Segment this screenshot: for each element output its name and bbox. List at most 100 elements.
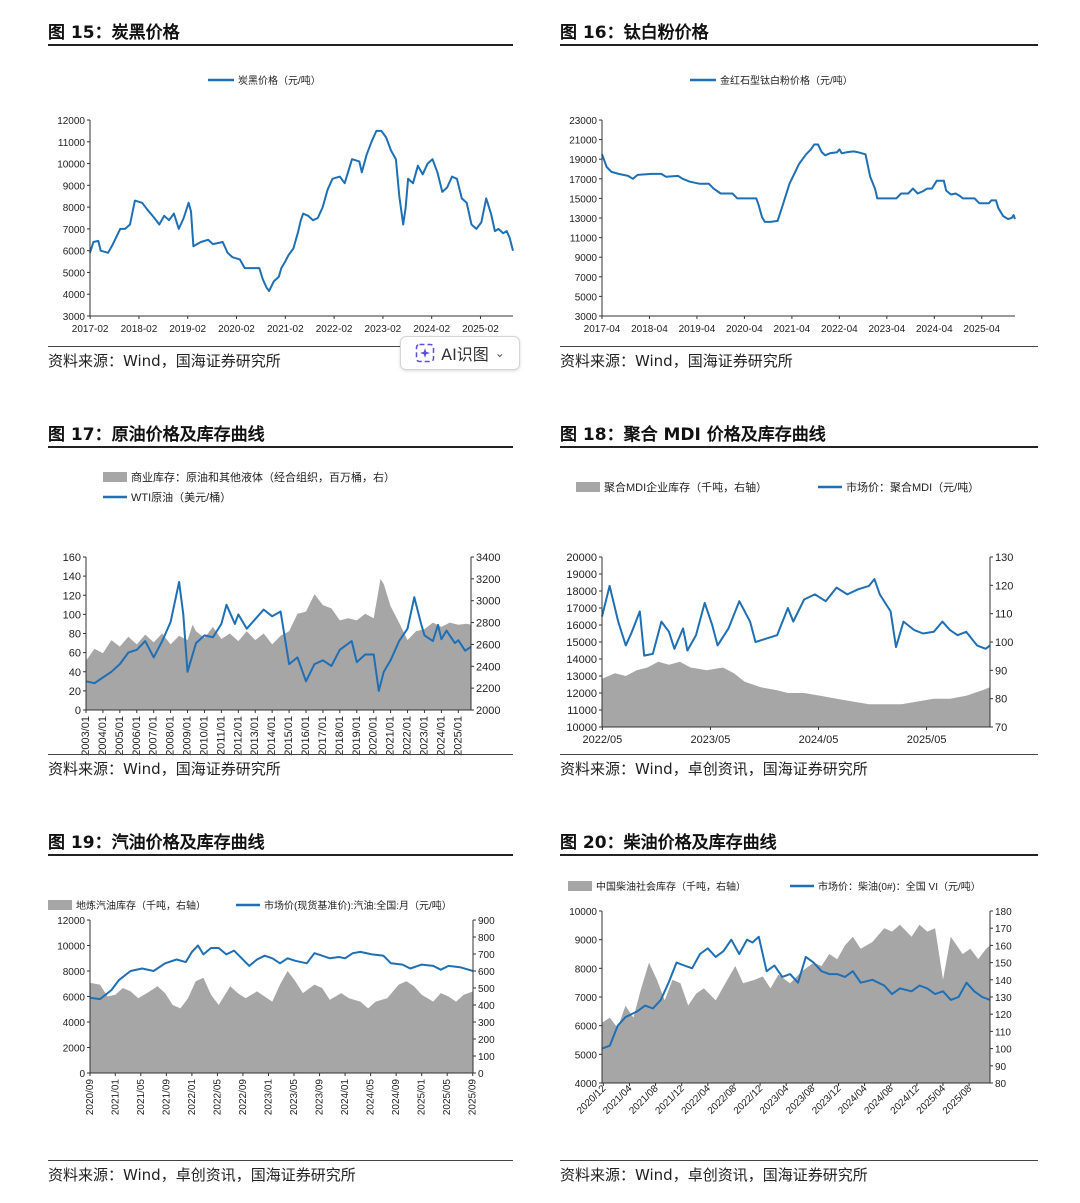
y-tick-label-right: 300 [478, 1018, 495, 1029]
x-tick-label: 2010/01 [198, 716, 210, 756]
legend-area-label: 聚合MDI企业库存（千吨，右轴） [604, 480, 767, 494]
y-tick-label-right: 120 [995, 580, 1013, 592]
legend-area-label: 中国柴油社会库存（千吨，右轴） [596, 880, 746, 893]
x-tick-label: 2019-02 [169, 324, 206, 335]
chevron-down-icon: ⌄ [494, 346, 505, 360]
y-tick-label-right: 100 [995, 637, 1013, 649]
y-tick-label-right: 110 [995, 1027, 1011, 1038]
y-tick-label-right: 100 [478, 1052, 495, 1063]
y-tick-label-left: 13000 [566, 671, 597, 683]
y-tick-label-right: 2400 [476, 661, 500, 673]
y-tick-label-right: 130 [995, 552, 1013, 564]
legend-area-swatch [576, 482, 600, 492]
x-tick-label: 2025-04 [963, 324, 1000, 335]
y-tick-label-left: 80 [69, 629, 81, 641]
y-tick-label-left: 11000 [570, 234, 598, 245]
y-tick-label-left: 23000 [569, 116, 597, 127]
x-tick-label: 2020-02 [218, 324, 255, 335]
y-tick-label-right: 900 [478, 916, 495, 927]
x-tick-label: 2025/08 [941, 1083, 975, 1117]
chart-title: 图 17：原油价格及库存曲线 [48, 425, 265, 445]
title-divider [48, 446, 513, 448]
source-divider [48, 1160, 513, 1161]
y-tick-label-right: 140 [995, 976, 1012, 987]
x-tick-label: 2007/01 [148, 716, 160, 756]
x-tick-label: 2021/05 [136, 1079, 147, 1116]
y-tick-label-right: 90 [995, 665, 1007, 677]
y-tick-label-right: 110 [995, 609, 1013, 621]
y-tick-label-left: 20 [69, 686, 81, 698]
ai-recognize-button[interactable]: AI识图 ⌄ [400, 336, 520, 370]
y-tick-label-left: 3000 [575, 312, 598, 323]
x-tick-label: 2004/01 [97, 716, 109, 756]
source-divider [560, 1160, 1038, 1161]
chart-c16: 金红石型钛白粉价格（元/吨） 3000 5000 7000 9000 11000 13000… [569, 74, 1016, 335]
y-tick-label-left: 2000 [63, 1044, 86, 1055]
chart-c15: 炭黑价格（元/吨） 3000 4000 5000 6000 7000 8000 9000 100… [57, 74, 514, 335]
price-line-series [601, 578, 991, 657]
legend-area-swatch [103, 472, 127, 482]
source-divider [48, 754, 513, 755]
x-tick-label: 2022-04 [821, 324, 858, 335]
y-tick-label-right: 170 [995, 924, 1012, 935]
y-tick-label-left: 140 [63, 571, 81, 583]
inventory-area-series [602, 661, 990, 727]
chart-title: 图 20：柴油价格及库存曲线 [560, 833, 777, 853]
x-tick-label: 2025/01 [417, 1079, 428, 1116]
y-tick-label-left: 13000 [569, 214, 597, 225]
x-tick-label: 2008/01 [165, 716, 177, 756]
x-tick-label: 2022/01 [402, 716, 414, 756]
y-tick-label-right: 3000 [476, 596, 500, 608]
x-tick-label: 2025/09 [468, 1079, 479, 1116]
y-tick-label-right: 500 [478, 984, 495, 995]
price-line-series [85, 580, 472, 692]
y-tick-label-left: 0 [79, 1069, 85, 1080]
x-tick-label: 2025/05 [442, 1079, 453, 1116]
y-tick-label-right: 400 [478, 1001, 495, 1012]
y-tick-label-left: 60 [69, 648, 81, 660]
y-tick-label-left: 5000 [575, 292, 598, 303]
chart-title: 图 19：汽油价格及库存曲线 [48, 833, 265, 853]
y-tick-label-left: 9000 [575, 253, 598, 264]
y-tick-label-right: 0 [478, 1069, 484, 1080]
y-tick-label-left: 11000 [567, 705, 597, 717]
y-tick-label-right: 90 [995, 1062, 1007, 1073]
title-divider [48, 854, 513, 856]
y-tick-label-left: 12000 [57, 916, 85, 927]
chart-source: 资料来源：Wind，卓创资讯，国海证券研究所 [560, 760, 868, 778]
y-tick-label-left: 18000 [566, 586, 597, 598]
price-line-series [601, 935, 991, 1050]
y-tick-label-right: 70 [995, 722, 1007, 734]
inventory-area-series [602, 924, 990, 1083]
chart-panel-18: 图 18：聚合 MDI 价格及库存曲线 聚合MDI企业库存（千吨，右轴） 市场价：… [560, 420, 1072, 790]
price-line-series [89, 129, 514, 292]
y-tick-label-right: 160 [995, 941, 1012, 952]
x-tick-label: 2011/01 [215, 716, 227, 755]
source-divider [560, 346, 1038, 347]
x-tick-label: 2019-04 [679, 324, 716, 335]
y-tick-label-left: 16000 [566, 620, 597, 632]
x-tick-label: 2020/09 [85, 1079, 96, 1116]
y-tick-label-left: 12000 [57, 116, 85, 127]
y-tick-label-right: 80 [995, 1079, 1007, 1090]
x-tick-label: 2022/05 [212, 1079, 223, 1116]
legend-line-label: 金红石型钛白粉价格（元/吨） [720, 74, 853, 87]
x-tick-label: 2020-04 [726, 324, 763, 335]
x-tick-label: 2022/05 [582, 734, 622, 746]
y-tick-label-left: 19000 [566, 569, 597, 581]
x-tick-label: 2019/01 [351, 716, 363, 756]
y-tick-label-right: 200 [478, 1035, 495, 1046]
x-tick-label: 2018-02 [121, 324, 158, 335]
y-tick-label-left: 5000 [575, 1050, 598, 1061]
y-tick-label-left: 100 [63, 609, 81, 621]
y-tick-label-left: 7000 [575, 273, 598, 284]
y-tick-label-left: 9000 [575, 936, 598, 947]
x-tick-label: 2020/01 [368, 716, 380, 756]
y-tick-label-left: 10000 [57, 942, 85, 953]
legend-line-label: WTI原油（美元/桶） [131, 490, 231, 504]
y-tick-label-left: 15000 [569, 194, 597, 205]
y-tick-label-left: 17000 [566, 603, 597, 615]
y-tick-label-left: 4000 [63, 290, 86, 301]
source-divider [560, 754, 1038, 755]
x-tick-label: 2021-04 [774, 324, 811, 335]
